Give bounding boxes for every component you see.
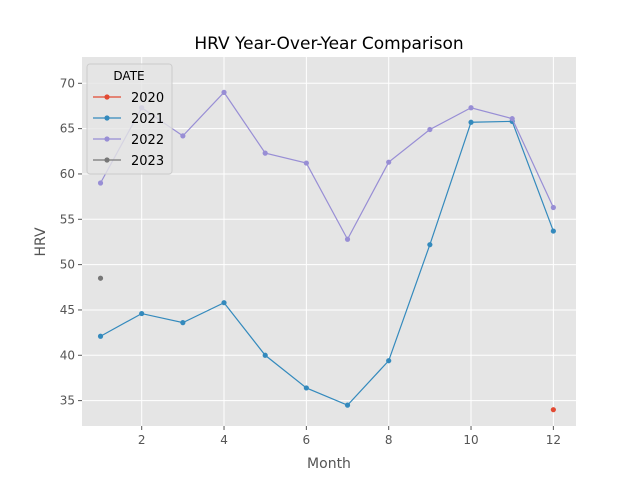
- data-point-2021: [262, 352, 268, 358]
- data-point-2020: [550, 407, 556, 413]
- x-tick-label: 10: [463, 433, 478, 447]
- legend-item-2020: 2020: [93, 91, 164, 106]
- y-tick-label: 40: [60, 348, 75, 362]
- y-tick-label: 35: [60, 394, 75, 408]
- series-2022: [97, 89, 556, 242]
- legend-label: 2021: [131, 112, 164, 127]
- y-tick-label: 50: [60, 258, 75, 272]
- series-line-2021: [100, 120, 554, 406]
- x-tick-label: 8: [385, 433, 393, 447]
- x-axis-label: Month: [307, 456, 351, 472]
- legend-label: 2020: [131, 91, 164, 106]
- data-point-2021: [468, 119, 474, 125]
- y-tick-label: 55: [60, 212, 75, 226]
- grid-lines: [82, 57, 576, 426]
- legend-label: 2023: [131, 154, 164, 169]
- data-point-2022: [303, 160, 309, 166]
- data-point-2021: [344, 402, 351, 408]
- series-2020: [550, 407, 556, 413]
- legend-item-2021: 2021: [93, 112, 164, 127]
- legend-marker: [104, 115, 110, 121]
- data-point-2022: [468, 105, 474, 111]
- data-point-2021: [97, 333, 104, 339]
- data-point-2021: [180, 320, 186, 326]
- series-layer: [97, 89, 556, 413]
- legend-item-2022: 2022: [93, 133, 164, 148]
- legend: DATE 2020 2021 2022 2023: [86, 63, 173, 175]
- data-point-2022: [386, 159, 392, 165]
- chart-title: HRV Year-Over-Year Comparison: [194, 34, 463, 54]
- series-line-2022: [99, 91, 554, 241]
- x-tick-label: 4: [220, 433, 228, 447]
- legend-title: DATE: [113, 69, 144, 83]
- x-tick-label: 6: [303, 433, 311, 447]
- y-tick-label: 70: [60, 76, 75, 90]
- data-point-2021: [550, 228, 556, 234]
- data-point-2021: [139, 310, 145, 317]
- data-point-2021: [221, 300, 227, 306]
- axis-ticks: 2 4 6 8 10 12 35 40 45 50 55 60 65 70: [60, 76, 561, 447]
- data-point-2023: [97, 275, 104, 281]
- data-point-2022: [262, 150, 268, 156]
- legend-marker: [104, 94, 110, 100]
- legend-marker: [104, 136, 110, 142]
- y-tick-label: 60: [60, 167, 75, 181]
- legend-box: [86, 63, 173, 175]
- data-point-2022: [427, 126, 433, 133]
- data-point-2022: [344, 236, 351, 242]
- x-tick-label: 2: [138, 433, 146, 447]
- data-point-2022: [180, 133, 186, 139]
- legend-label: 2022: [131, 133, 164, 148]
- data-point-2021: [386, 358, 392, 364]
- data-point-2021: [303, 385, 309, 391]
- legend-item-2023: 2023: [93, 154, 164, 169]
- y-tick-label: 45: [60, 303, 75, 317]
- y-axis-label: HRV: [33, 227, 49, 256]
- data-point-2021: [427, 242, 433, 248]
- data-point-2022: [97, 180, 104, 186]
- data-point-2022: [221, 89, 227, 95]
- data-point-2022: [550, 204, 556, 211]
- x-tick-label: 12: [546, 433, 561, 447]
- legend-marker: [104, 157, 110, 163]
- series-2023: [97, 275, 104, 281]
- y-tick-label: 65: [60, 122, 75, 136]
- data-point-2022: [509, 116, 515, 122]
